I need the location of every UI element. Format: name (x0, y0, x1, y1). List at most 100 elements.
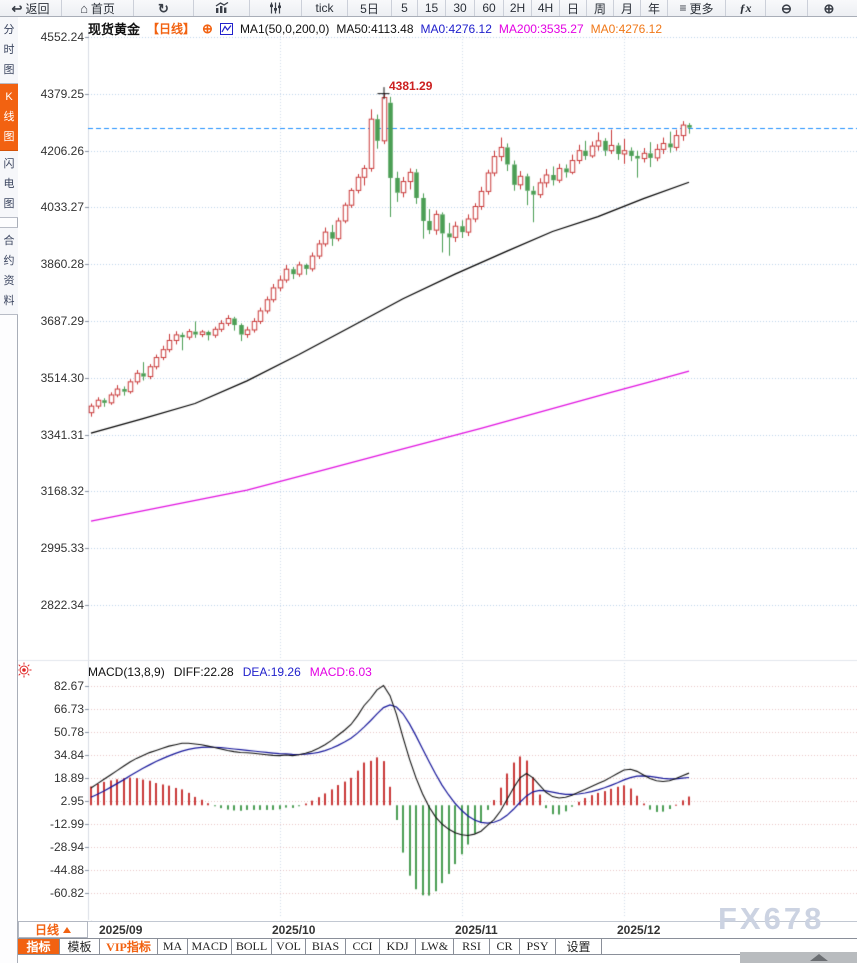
indicator-tab-12[interactable]: CR (490, 939, 520, 954)
2h-label: 2H (509, 1, 526, 15)
indicator-tab-7[interactable]: BIAS (306, 939, 346, 954)
60min-label: 60 (482, 1, 496, 15)
ma0-blue-value: MA0:4276.12 (420, 21, 492, 36)
zoom-in-icon: ⊕ (823, 0, 835, 16)
sliders-icon (270, 2, 281, 14)
ma200-value: MA200:3535.27 (498, 21, 584, 36)
sidebar-item-1[interactable]: K线图 (0, 84, 18, 151)
chart-type-button[interactable] (194, 0, 250, 16)
interval-15min-button[interactable]: 15 (418, 0, 446, 16)
y-axis-tick-label: -28.94 (49, 840, 84, 854)
x-axis-month-label: 2025/09 (99, 923, 143, 937)
analytics-bars-icon (215, 2, 228, 13)
interval-30min-button[interactable]: 30 (446, 0, 475, 16)
interval-60min-button[interactable]: 60 (475, 0, 504, 16)
sidebar-item-0[interactable]: 分时图 (0, 17, 18, 84)
indicator-tab-11[interactable]: RSI (454, 939, 490, 954)
y-axis-tick-label: 4552.24 (40, 30, 84, 44)
5min-label: 5 (401, 1, 408, 15)
indicator-tab-3[interactable]: MA (158, 939, 188, 954)
indicator-tab-6[interactable]: VOL (272, 939, 306, 954)
indicator-tab-14[interactable]: 设置 (556, 939, 602, 954)
x-axis-month-label: 2025/12 (617, 923, 661, 937)
y-axis-tick-label: 18.89 (53, 771, 84, 785)
y-axis-tick-label: 4206.26 (40, 143, 84, 158)
zoom-in-button[interactable]: ⊕ (808, 0, 850, 16)
refresh-button[interactable]: ↻ (134, 0, 194, 16)
15min-label: 15 (424, 1, 439, 15)
zoom-out-icon: ⊖ (781, 0, 792, 16)
top-toolbar: ↩ 返回 ⌂ 首页 ↻ (0, 0, 857, 17)
diff-value: DIFF:22.28 (173, 665, 234, 679)
period-selector-button[interactable]: 日线 (18, 921, 88, 938)
chart-type-sidebar: 分时图 K线图 闪电图合约资料 (0, 17, 18, 963)
price-pane-header: 现货黄金 【日线】 ⊕ MA1(50,0,200,0) MA50:4113.48… (88, 19, 662, 38)
interval-tick-button[interactable]: tick (302, 0, 348, 16)
watermark: FX678 (718, 901, 825, 936)
menu-icon: ≡ (679, 1, 687, 15)
sidebar-item-2[interactable]: 闪电图 (0, 151, 18, 218)
period-label[interactable]: 【日线】 (147, 22, 196, 36)
indicator-tab-10[interactable]: LW& (416, 939, 454, 954)
y-axis-tick-label: 3514.30 (40, 370, 84, 385)
y-axis-tick-label: 4379.25 (40, 86, 84, 101)
home-button[interactable]: ⌂ 首页 (62, 0, 134, 16)
y-axis-tick-label: 3341.31 (40, 427, 84, 442)
interval-5day-button[interactable]: 5日 (348, 0, 392, 16)
triangle-up-icon (63, 926, 71, 933)
tick-label: tick (315, 1, 334, 15)
back-label: 返回 (25, 1, 50, 16)
indicator-tab-2[interactable]: VIP指标 (100, 939, 158, 954)
indicator-tab-13[interactable]: PSY (520, 939, 556, 954)
y-axis-tick-label: -44.88 (49, 863, 84, 877)
year-label: 年 (647, 1, 660, 16)
y-axis-tick-label: 4033.27 (40, 200, 84, 215)
ma-settings-label: MA1(50,0,200,0) (239, 21, 330, 36)
interval-4h-button[interactable]: 4H (532, 0, 560, 16)
4h-label: 4H (537, 1, 554, 15)
formula-fx-button[interactable]: ƒx (726, 0, 766, 16)
collapse-panel-handle[interactable] (740, 952, 857, 963)
more-label: 更多 (689, 1, 714, 16)
interval-month-button[interactable]: 月 (614, 0, 641, 16)
macd-pane-header: MACD(13,8,9) DIFF:22.28 DEA:19.26 MACD:6… (88, 665, 372, 679)
ma0-orange-value: MA0:4276.12 (590, 21, 663, 36)
interval-5min-button[interactable]: 5 (392, 0, 418, 16)
indicator-tab-0[interactable]: 指标 (18, 939, 60, 954)
macd-value: MACD:6.03 (309, 665, 372, 679)
back-button[interactable]: ↩ 返回 (0, 0, 62, 16)
indicator-tab-8[interactable]: CCI (346, 939, 380, 954)
30min-label: 30 (453, 1, 467, 15)
more-button[interactable]: ≡ 更多 (668, 0, 726, 16)
sidebar-item-3[interactable]: 合约资料 (0, 227, 18, 315)
line-chart-mini-icon[interactable] (219, 22, 233, 35)
y-axis-tick-label: 2.95 (60, 794, 84, 808)
indicator-tab-9[interactable]: KDJ (380, 939, 416, 954)
home-icon: ⌂ (80, 0, 88, 16)
back-arrow-icon: ↩ (11, 0, 23, 16)
dea-value: DEA:19.26 (242, 665, 301, 679)
y-axis-tick-label: 66.73 (53, 701, 84, 716)
indicator-tab-4[interactable]: MACD (188, 939, 232, 954)
indicator-tab-1[interactable]: 模板 (60, 939, 100, 954)
x-axis-row (18, 921, 857, 937)
y-axis-tick-label: 3687.29 (40, 314, 84, 328)
indicator-tab-5[interactable]: BOLL (232, 939, 272, 954)
y-axis-tick-label: 50.78 (53, 725, 84, 739)
y-axis-tick-label: 34.84 (53, 748, 84, 762)
interval-year-button[interactable]: 年 (641, 0, 668, 16)
indicator-settings-button[interactable] (250, 0, 302, 16)
interval-2h-button[interactable]: 2H (504, 0, 532, 16)
interval-day-button[interactable]: 日 (560, 0, 587, 16)
add-compare-icon[interactable]: ⊕ (202, 20, 213, 36)
zoom-out-button[interactable]: ⊖ (766, 0, 808, 16)
indicator-tabbar: 指标 模板 VIP指标 MA MACD BOLL VOL BIAS CCI KDJ LW& RSI CR… (18, 938, 857, 955)
indicator-settings-sun-icon[interactable] (16, 662, 32, 678)
macd-params-label: MACD(13,8,9) (88, 665, 165, 679)
month-label: 月 (620, 1, 633, 16)
interval-week-button[interactable]: 周 (587, 0, 614, 16)
y-axis-tick-label: 3168.32 (40, 484, 84, 499)
fx-icon: ƒx (739, 0, 752, 15)
